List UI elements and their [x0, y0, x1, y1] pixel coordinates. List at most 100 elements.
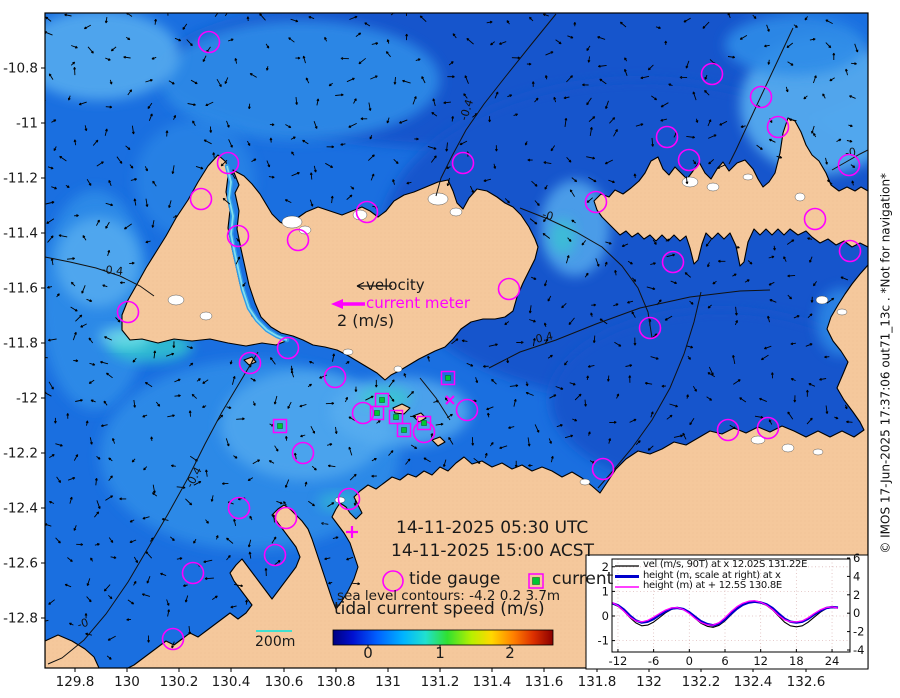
velocity-arrow	[812, 281, 817, 287]
velocity-arrow	[70, 61, 76, 66]
velocity-arrow	[692, 159, 697, 165]
tide-gauge-marker	[181, 561, 205, 585]
velocity-arrow	[174, 378, 181, 383]
velocity-arrow	[174, 37, 182, 42]
velocity-arrow	[226, 554, 231, 561]
velocity-arrow	[78, 101, 87, 106]
velocity-arrow	[108, 475, 113, 481]
velocity-arrow	[229, 360, 233, 365]
velocity-arrow	[550, 455, 554, 463]
velocity-arrow	[351, 582, 361, 586]
velocity-arrow	[371, 474, 377, 478]
velocity-arrow	[71, 45, 78, 49]
y-tick-label: -12.8	[3, 611, 38, 627]
velocity-arrow	[660, 102, 669, 108]
inset-x-tick-label: 12	[753, 654, 768, 668]
velocity-arrow	[650, 411, 654, 418]
y-tick-label: -12.2	[3, 446, 38, 462]
velocity-arrow	[561, 302, 567, 309]
velocity-arrow	[259, 13, 266, 21]
current-meter-dot	[277, 423, 283, 429]
velocity-arrow	[108, 457, 113, 462]
velocity-arrow	[421, 76, 426, 84]
velocity-arrow	[288, 37, 295, 43]
velocity-arrow	[809, 37, 816, 41]
velocity-arrow	[386, 117, 390, 124]
velocity-arrow	[274, 560, 281, 566]
velocity-arrow	[567, 237, 572, 242]
velocity-arrow	[224, 77, 229, 85]
velocity-arrow	[73, 525, 77, 531]
velocity-arrow	[491, 378, 497, 385]
velocity-arrow	[272, 514, 276, 523]
velocity-arrow	[805, 389, 809, 397]
velocity-arrow	[374, 379, 378, 388]
velocity-arrow	[166, 352, 175, 357]
velocity-arrow	[708, 134, 717, 139]
velocity-arrow	[591, 303, 597, 307]
velocity-arrow	[90, 399, 96, 403]
velocity-arrow	[670, 280, 678, 285]
velocity-arrow	[448, 437, 454, 445]
velocity-arrow	[766, 24, 770, 32]
tide-gauge-marker	[291, 441, 315, 465]
velocity-arrow	[358, 57, 366, 65]
velocity-arrow	[571, 177, 578, 183]
x-tick-label: 130.4	[212, 674, 251, 690]
tide-gauge-marker	[591, 457, 615, 481]
velocity-arrow	[176, 557, 183, 560]
velocity-arrow	[625, 364, 633, 368]
current-meter-dot	[379, 397, 385, 403]
velocity-arrow	[171, 165, 175, 175]
velocity-arrow	[629, 418, 637, 423]
velocity-arrow	[225, 438, 230, 447]
velocity-arrow	[205, 519, 209, 524]
velocity-arrow	[605, 241, 612, 245]
velocity-arrow	[340, 142, 346, 146]
velocity-arrow	[151, 220, 155, 228]
velocity-arrow	[514, 460, 518, 468]
velocity-arrow	[284, 479, 290, 488]
x-tick-label: 132.4	[734, 674, 773, 690]
velocity-arrow	[355, 32, 362, 37]
velocity-arrow	[448, 61, 454, 66]
inset-y-tick-label-left: 1	[602, 584, 609, 598]
velocity-arrow	[849, 95, 856, 99]
velocity-arrow	[719, 120, 728, 126]
velocity-arrow	[473, 457, 481, 464]
velocity-arrow	[371, 42, 379, 45]
x-tick-label: 130.8	[317, 674, 356, 690]
shoal	[281, 215, 303, 229]
velocity-arrow	[793, 315, 800, 319]
velocity-arrow	[344, 396, 348, 403]
inset-y-tick-label-right: 4	[853, 569, 860, 583]
velocity-arrow	[764, 44, 770, 48]
contour-label: -0	[76, 616, 90, 632]
velocity-arrow	[803, 95, 808, 100]
current-legend-label: current	[552, 569, 614, 589]
inset-y-tick-label-left: -1	[598, 634, 609, 648]
velocity-arrow	[806, 417, 813, 425]
velocity-arrow	[305, 77, 310, 84]
contour-line	[47, 351, 259, 665]
velocity-arrow	[346, 194, 353, 200]
velocity-arrow	[115, 317, 121, 323]
velocity-arrow	[825, 157, 828, 165]
velocity-arrow	[221, 482, 229, 486]
velocity-arrow	[531, 81, 535, 87]
velocity-arrow	[734, 306, 738, 316]
tide-gauge-marker	[337, 487, 361, 511]
velocity-arrow	[284, 435, 288, 441]
velocity-arrow	[785, 86, 789, 93]
velocity-arrow	[69, 496, 73, 504]
velocity-arrow	[786, 239, 795, 245]
inset-y-tick-label-right: 0	[853, 606, 860, 620]
velocity-arrow	[586, 375, 590, 381]
shoal	[794, 192, 806, 202]
velocity-arrow	[160, 572, 167, 577]
velocity-arrow	[727, 55, 736, 59]
velocity-arrow	[127, 599, 135, 605]
velocity-arrow	[83, 24, 92, 30]
velocity-arrow	[233, 455, 238, 459]
velocity-arrow	[145, 198, 149, 207]
